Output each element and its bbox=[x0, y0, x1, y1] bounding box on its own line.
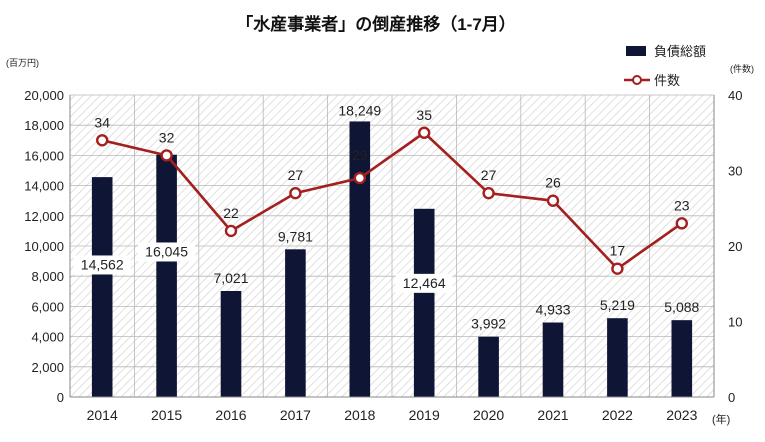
right-axis-unit: (件数) bbox=[730, 63, 754, 74]
x-tick-label: 2020 bbox=[473, 407, 504, 423]
y-left-tick-label: 12,000 bbox=[24, 209, 64, 224]
y-left-tick-label: 18,000 bbox=[24, 118, 64, 133]
y-left-tick-label: 16,000 bbox=[24, 148, 64, 163]
bar-label-backdrop bbox=[73, 255, 131, 275]
bar-value-label-2016: 7,021 bbox=[213, 270, 248, 286]
count-point-2020 bbox=[482, 186, 495, 200]
bar-2019 bbox=[413, 208, 435, 397]
count-line bbox=[101, 131, 683, 270]
count-point-2014 bbox=[95, 134, 109, 147]
count-value-label-2016: 22 bbox=[223, 205, 239, 221]
bar-value-label-2022: 5,219 bbox=[600, 297, 635, 313]
x-tick-label: 2018 bbox=[344, 407, 375, 423]
count-value-label-2023: 23 bbox=[674, 197, 690, 213]
count-point-2017 bbox=[289, 186, 302, 200]
y-right-tick-label: 20 bbox=[728, 239, 742, 254]
bar-2018 bbox=[349, 121, 371, 398]
bar-value-label-2014: 14,562 bbox=[81, 256, 124, 272]
bar-value-label-2017: 9,781 bbox=[278, 228, 313, 244]
left-axis-unit: (百万円) bbox=[6, 58, 39, 68]
x-tick-label: 2017 bbox=[280, 407, 311, 423]
legend-label-line: 件数 bbox=[654, 73, 680, 88]
count-value-label-2021: 26 bbox=[545, 175, 561, 191]
legend-swatch-bar bbox=[626, 46, 646, 56]
count-point-2022 bbox=[611, 262, 624, 275]
y-right-tick-label: 30 bbox=[728, 164, 742, 179]
count-point-2018 bbox=[353, 171, 366, 185]
y-left-tick-label: 4,000 bbox=[31, 330, 64, 345]
y-right-tick-label: 40 bbox=[728, 88, 742, 103]
count-point-2015 bbox=[160, 149, 173, 162]
y-left-tick-label: 20,000 bbox=[24, 88, 64, 103]
bar-2021 bbox=[542, 322, 564, 397]
x-tick-label: 2023 bbox=[666, 407, 697, 423]
bar-value-label-2019: 12,464 bbox=[403, 275, 446, 291]
count-value-label-2014: 34 bbox=[94, 114, 110, 130]
y-left-tick-label: 10,000 bbox=[24, 239, 64, 254]
count-point-2021 bbox=[546, 194, 560, 207]
bar-value-label-2023: 5,088 bbox=[664, 299, 699, 315]
count-point-2019 bbox=[418, 126, 431, 139]
bar-2020 bbox=[478, 336, 499, 397]
count-value-label-2019: 35 bbox=[416, 107, 432, 123]
count-point-2016 bbox=[224, 224, 238, 238]
y-right-tick-label: 0 bbox=[728, 390, 735, 405]
x-tick-label: 2016 bbox=[215, 407, 246, 423]
legend-swatch-marker bbox=[632, 75, 642, 85]
x-tick-label: 2021 bbox=[537, 407, 568, 423]
bar-label-backdrop bbox=[395, 273, 453, 293]
bar-value-label-2020: 3,992 bbox=[471, 316, 506, 332]
y-left-tick-label: 14,000 bbox=[24, 179, 64, 194]
count-value-label-2020: 27 bbox=[481, 167, 497, 183]
bar-value-label-2021: 4,933 bbox=[535, 302, 570, 318]
x-tick-label: 2022 bbox=[602, 407, 633, 423]
x-tick-label: 2014 bbox=[87, 407, 118, 423]
bar-2015 bbox=[156, 154, 177, 397]
bar-2023 bbox=[671, 320, 693, 397]
bar-2016 bbox=[220, 290, 242, 397]
count-value-label-2018: 29 bbox=[352, 147, 368, 163]
bar-2017 bbox=[285, 249, 306, 397]
count-value-label-2015: 32 bbox=[159, 129, 175, 145]
count-point-2023 bbox=[675, 217, 688, 230]
bar-2014 bbox=[91, 177, 113, 397]
count-value-label-2022: 17 bbox=[610, 243, 626, 259]
x-tick-label: 2019 bbox=[409, 407, 440, 423]
chart-title: 「水産事業者」の倒産推移（1-7月） bbox=[236, 14, 516, 34]
bar-label-backdrop bbox=[138, 242, 196, 262]
x-tick-label: 2015 bbox=[151, 407, 182, 423]
y-left-tick-label: 0 bbox=[57, 390, 64, 405]
y-left-tick-label: 2,000 bbox=[31, 360, 64, 375]
x-axis-unit: (年) bbox=[712, 412, 730, 426]
y-right-tick-label: 10 bbox=[728, 315, 742, 330]
bar-2022 bbox=[607, 318, 628, 397]
y-left-tick-label: 8,000 bbox=[31, 269, 64, 284]
count-value-label-2017: 27 bbox=[288, 167, 304, 183]
bar-value-label-2015: 16,045 bbox=[145, 243, 188, 259]
y-left-tick-label: 6,000 bbox=[31, 299, 64, 314]
bar-value-label-2018: 18,249 bbox=[338, 102, 381, 118]
legend-label-bar: 負債総額 bbox=[654, 44, 706, 59]
